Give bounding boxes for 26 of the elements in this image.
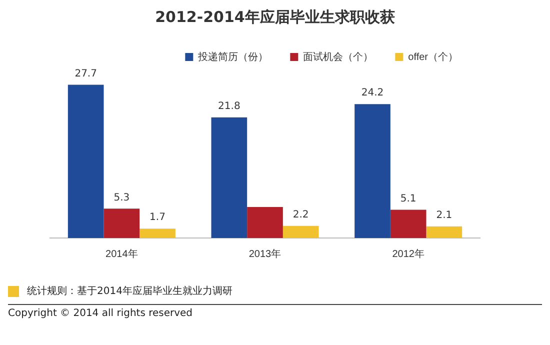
bar [426, 226, 462, 238]
bar [68, 84, 104, 238]
bar [282, 226, 319, 238]
x-tick-label: 2012年 [392, 248, 424, 260]
data-label: 24.2 [361, 88, 384, 99]
legend-label: offer（个） [408, 50, 458, 63]
legend-label: 投递简历（份） [197, 50, 268, 63]
data-label: 5.3 [114, 192, 130, 204]
data-label: 27.7 [74, 68, 97, 80]
bar [247, 207, 283, 238]
text: 统计规则：基于2014年应届毕业生就业力调研 [27, 284, 232, 298]
data-label: 2.1 [436, 210, 452, 221]
data-label: 2.2 [292, 209, 309, 220]
x-tick-label: 2013年 [248, 248, 282, 260]
text: Copyright © 2014 all rights reserved [8, 304, 542, 319]
bar [140, 228, 176, 238]
data-label: 21.8 [218, 100, 240, 112]
chart-title: 2012-2014年应届毕业生求职收获 [154, 8, 396, 27]
bar [354, 104, 390, 238]
legend-label: 面试机会（个） [303, 50, 374, 63]
bar [104, 208, 140, 238]
data-label: 5.1 [400, 193, 416, 204]
data-label: 1.7 [150, 212, 166, 224]
x-tick-label: 2014年 [106, 248, 138, 260]
bar [211, 117, 248, 238]
bar [390, 210, 426, 238]
